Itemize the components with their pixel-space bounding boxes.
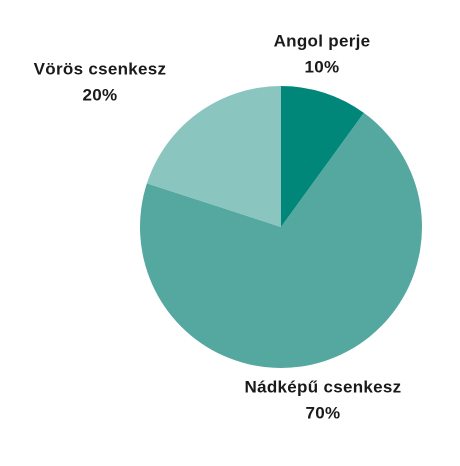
pie-slice — [139, 112, 422, 368]
slice-label: Nádképű csenkesz — [245, 377, 402, 396]
slice-value-label: 10% — [305, 57, 340, 76]
slice-label: Vörös csenkesz — [34, 59, 167, 78]
slice-value-label: 20% — [83, 85, 118, 104]
slice-value-label: 70% — [306, 403, 341, 422]
pie-slice — [146, 86, 281, 227]
pie-slice — [281, 86, 364, 227]
slice-label: Angol perje — [274, 31, 371, 50]
